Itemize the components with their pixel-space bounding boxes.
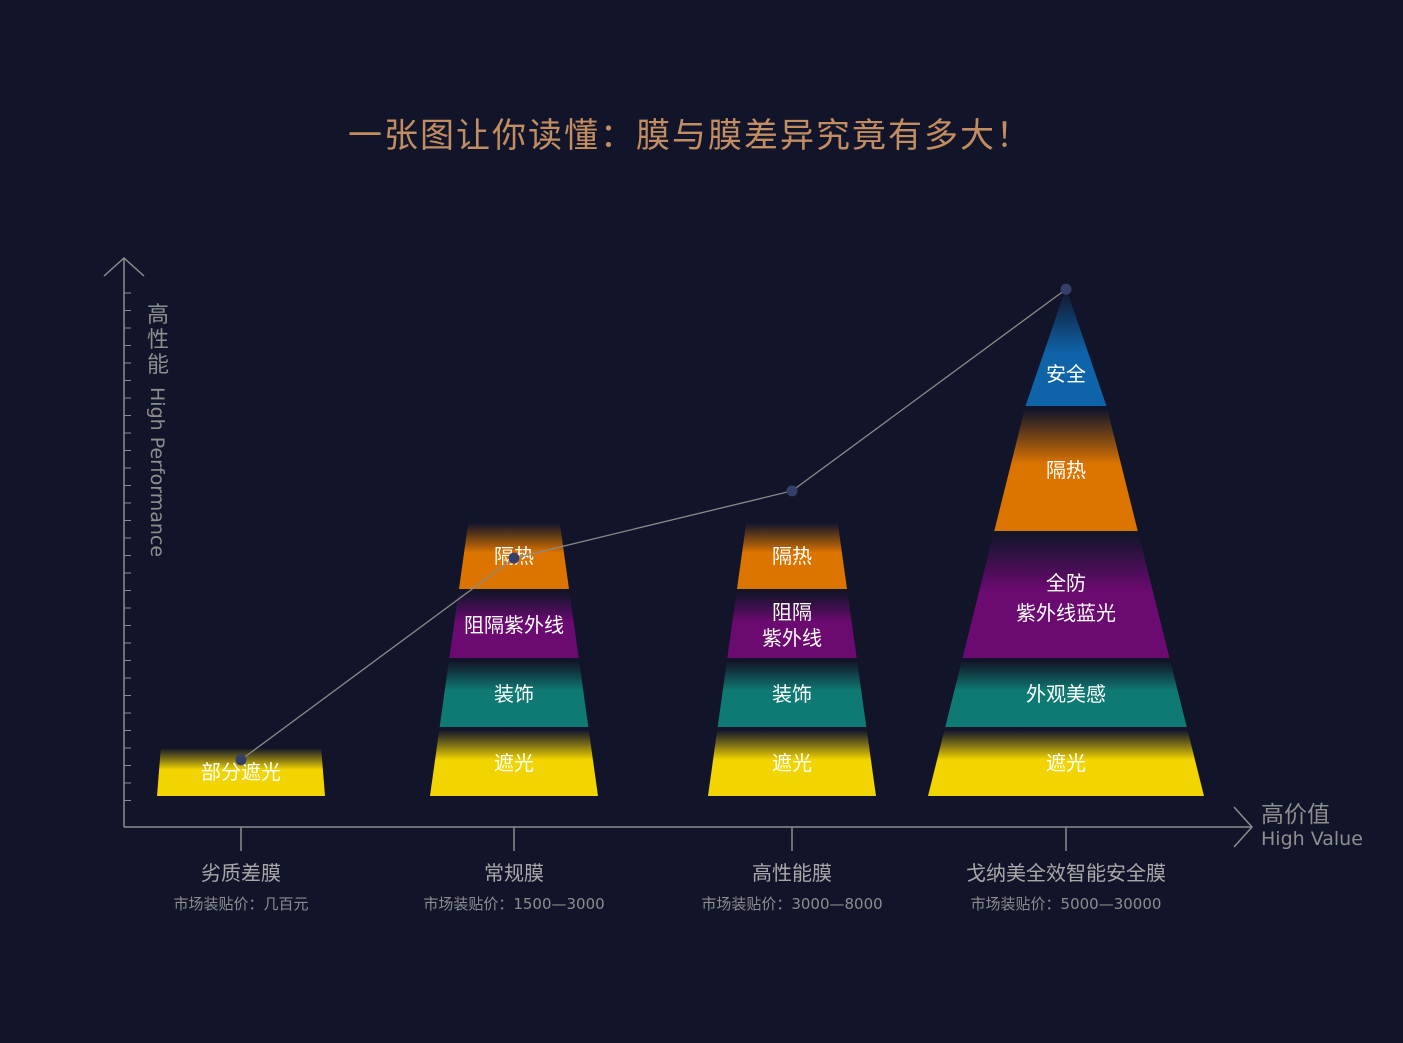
stack-segment — [727, 592, 857, 658]
stack-segment-label: 装饰 — [772, 682, 812, 706]
stack-segment — [736, 523, 848, 589]
chart-title: 一张图让你读懂：膜与膜差异究竟有多大！ — [348, 116, 1032, 156]
performance-line — [240, 288, 1067, 761]
performance-point — [235, 754, 247, 766]
stack-segment — [157, 748, 325, 796]
stack-segment-label: 隔热 — [1046, 458, 1086, 482]
category-label: 劣质差膜 — [201, 861, 281, 885]
stack-segment-label: 外观美感 — [1026, 682, 1106, 706]
category-label: 常规膜 — [484, 861, 544, 885]
stack-segment — [708, 730, 876, 796]
x-axis-label-en: High Value — [1261, 828, 1363, 850]
stack-segment — [430, 730, 598, 796]
x-axis-arrow-icon — [1233, 806, 1254, 848]
category-price-label: 市场装贴价：3000—8000 — [701, 895, 882, 913]
performance-point — [508, 552, 520, 564]
stack-segment-label: 隔热 — [772, 544, 812, 568]
stack-segment — [962, 534, 1170, 658]
stack-segment-label: 遮光 — [772, 751, 812, 775]
y-axis-label-en: High Performance — [146, 387, 168, 557]
y-axis-arrow-icon — [103, 256, 145, 277]
stack-segment-label: 阻隔紫外线 — [762, 600, 822, 650]
category-label: 戈纳美全效智能安全膜 — [966, 861, 1166, 885]
performance-point — [1060, 283, 1072, 295]
stack-segment-label: 阻隔紫外线 — [464, 613, 564, 637]
stack-segment-label: 全防紫外线蓝光 — [1016, 571, 1116, 625]
stack-segment-label: 遮光 — [1046, 751, 1086, 775]
category-price-label: 市场装贴价：几百元 — [173, 895, 308, 913]
stack-segment — [1025, 288, 1107, 406]
stack-segment — [928, 730, 1204, 796]
category-label: 高性能膜 — [752, 861, 832, 885]
category-price-label: 市场装贴价：5000—30000 — [971, 895, 1162, 913]
category-price-label: 市场装贴价：1500—3000 — [423, 895, 604, 913]
stack-segment — [994, 409, 1138, 531]
stack-segment — [439, 661, 589, 727]
performance-point — [786, 485, 798, 497]
stack-segment-label: 装饰 — [494, 682, 534, 706]
y-axis-label-cn: 高性能 — [147, 303, 169, 378]
stack-segment-label: 安全 — [1046, 362, 1086, 386]
stack-segment-label: 遮光 — [494, 751, 534, 775]
stack-segment — [717, 661, 867, 727]
stack-segment — [449, 592, 579, 658]
x-axis-label-cn: 高价值 — [1261, 802, 1330, 828]
stack-segment — [945, 661, 1187, 727]
